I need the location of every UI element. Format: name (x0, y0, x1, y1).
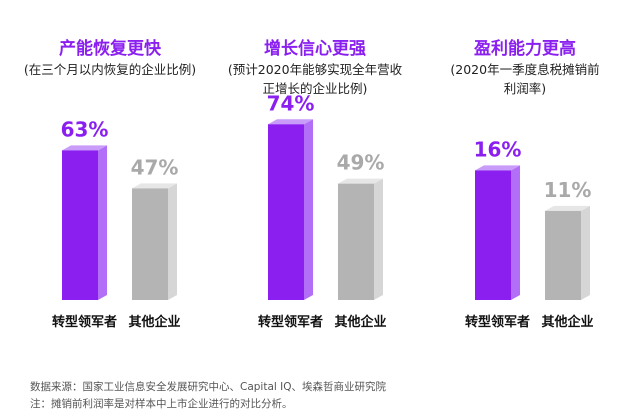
bar-1-2 (132, 188, 168, 300)
value-label-3-1: 16% (474, 137, 522, 161)
bar-top-3-2 (545, 205, 590, 211)
value-label-3-2: 11% (544, 178, 592, 202)
bar-top-1-1 (62, 145, 107, 151)
bar-side-1-1 (98, 145, 107, 300)
bar-2-1 (268, 124, 304, 300)
panel-2-subtitle-line-1: (预计2020年能够实现全年营收 (227, 62, 403, 77)
value-label-1-2: 47% (131, 155, 179, 179)
panel-2-subtitle-line-2: 正增长的企业比例) (262, 81, 368, 96)
panel-1-subtitle-line-1: (在三个月以内恢复的企业比例) (23, 62, 197, 77)
panel-3-subtitle: (2020年一季度息税摊销前 利润率) (415, 60, 635, 98)
bar-1-1 (62, 150, 98, 300)
category-label-1-1: 转型领军者 (52, 314, 117, 330)
panel-3-subtitle-line-2: 利润率) (503, 81, 547, 96)
category-label-1-2: 其他企业 (128, 314, 180, 330)
bar-top-2-1 (268, 119, 313, 125)
value-label-2-2: 49% (337, 151, 385, 175)
bar-side-2-1 (304, 119, 313, 300)
panel-1-subtitle: (在三个月以内恢复的企业比例) (0, 60, 220, 79)
value-label-1-1: 63% (61, 117, 109, 141)
panel-3-subtitle-line-1: (2020年一季度息税摊销前 (450, 62, 600, 77)
category-label-2-2: 其他企业 (334, 314, 386, 330)
bar-2-2 (338, 183, 374, 300)
source-note: 数据来源：国家工业信息安全发展研究中心、Capital IQ、埃森哲商业研究院 (30, 381, 387, 393)
bar-side-3-1 (511, 165, 520, 300)
category-label-3-1: 转型领军者 (465, 314, 530, 330)
footnote: 注：摊销前利润率是对样本中上市企业进行的对比分析。 (30, 398, 293, 410)
bar-top-2-2 (338, 178, 383, 184)
panel-2-subtitle: (预计2020年能够实现全年营收 正增长的企业比例) (205, 60, 425, 98)
bar-3-1 (475, 170, 511, 300)
category-label-2-1: 转型领军者 (258, 314, 323, 330)
panel-3-title: 盈利能力更高 (474, 39, 576, 59)
bar-side-3-2 (581, 205, 590, 300)
bar-top-3-1 (475, 165, 520, 171)
bar-top-1-2 (132, 183, 177, 189)
bar-side-1-2 (168, 183, 177, 300)
panel-2-title: 增长信心更强 (264, 39, 366, 59)
bar-side-2-2 (374, 178, 383, 300)
category-label-3-2: 其他企业 (541, 314, 593, 330)
bar-3-2 (545, 210, 581, 300)
value-label-2-1: 74% (267, 91, 315, 115)
panel-1-title: 产能恢复更快 (59, 39, 161, 59)
